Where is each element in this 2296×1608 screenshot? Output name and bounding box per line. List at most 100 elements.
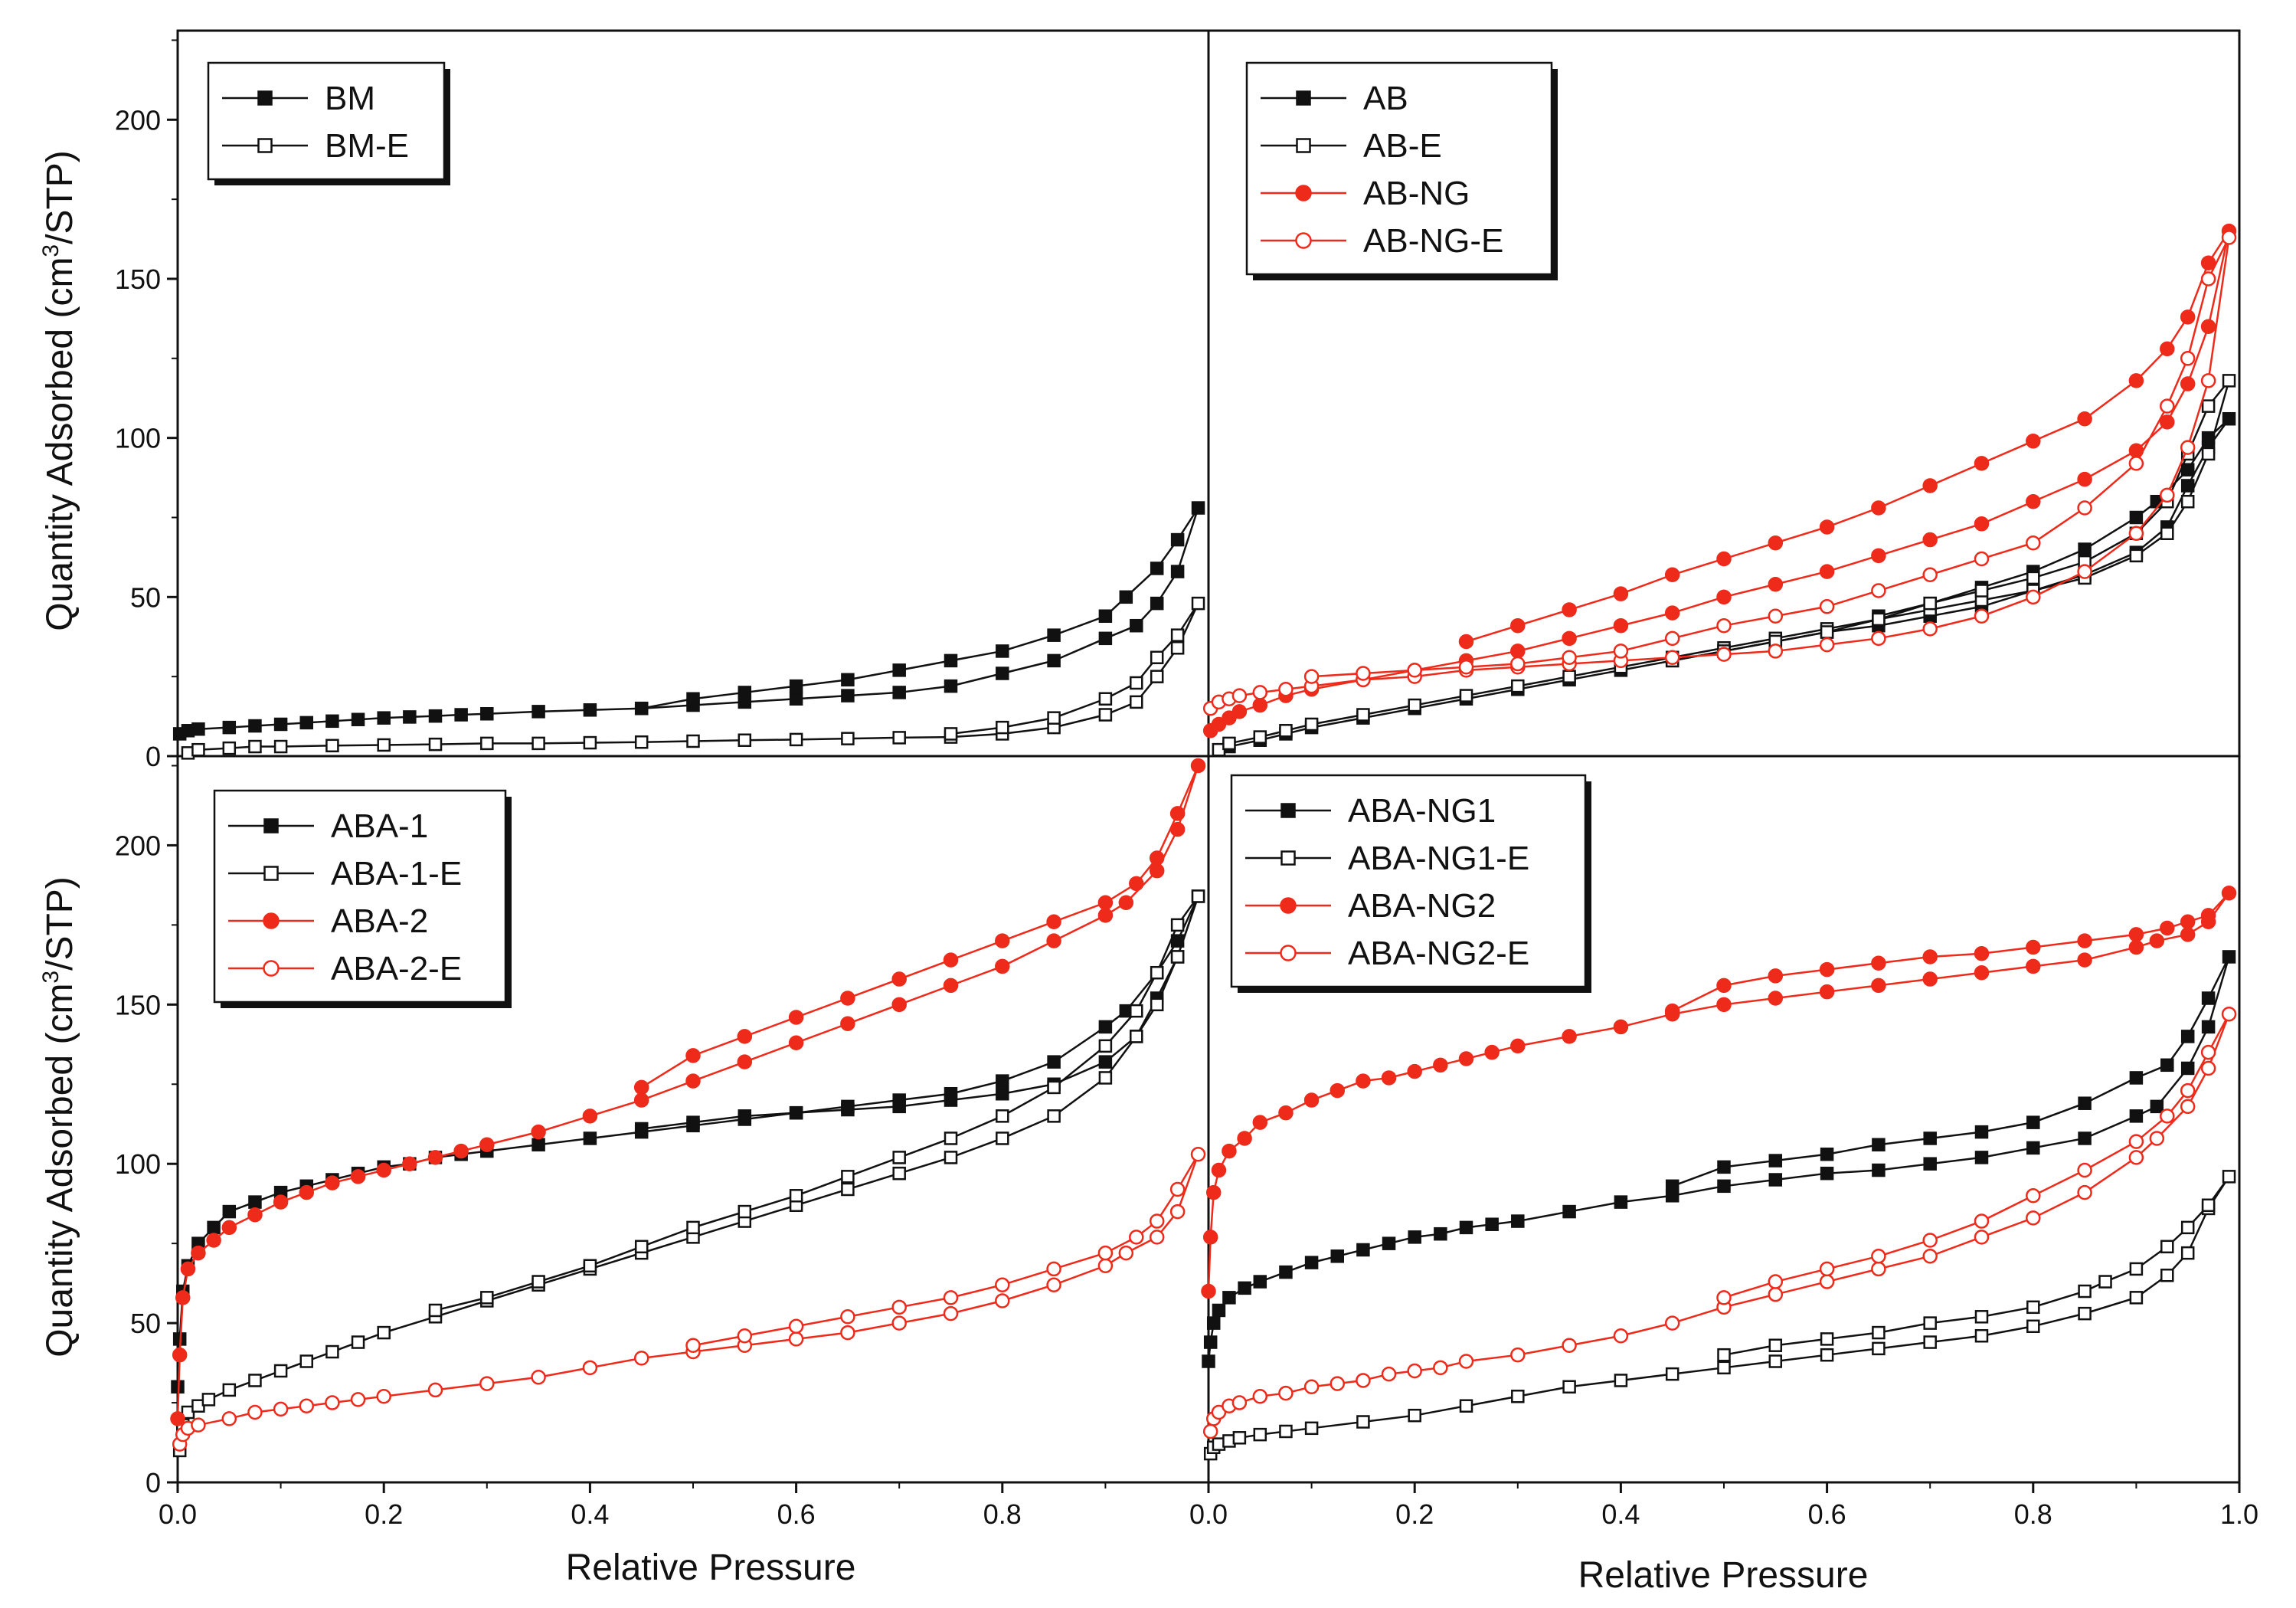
data-point (2201, 1198, 2216, 1213)
data-point (2128, 939, 2144, 955)
data-point (2180, 927, 2196, 942)
data-point (1922, 949, 1938, 964)
y-axis-title-top-main: Quantity Adsorbed (cm (40, 257, 80, 631)
data-point (582, 1360, 598, 1376)
data-point (1922, 567, 1938, 582)
y-tick-label: 100 (115, 1148, 161, 1180)
data-point (891, 997, 907, 1013)
data-point (428, 709, 443, 723)
data-point (840, 991, 855, 1006)
data-point (1330, 1376, 1345, 1391)
data-point (788, 1331, 804, 1347)
data-point (1562, 630, 1577, 647)
data-point (531, 736, 545, 751)
data-point (376, 1388, 391, 1404)
data-point (1510, 617, 1526, 634)
legend-marker (263, 912, 280, 929)
y-axis-title-top: Quantity Adsorbed (cm3/STP) (38, 150, 80, 631)
data-point (2149, 1131, 2165, 1146)
data-point (377, 1325, 391, 1340)
legend-label: AB-NG-E (1363, 222, 1503, 260)
x-tick-label: 0.2 (1395, 1498, 1434, 1530)
data-point (1304, 1421, 1319, 1436)
data-point (1097, 1258, 1114, 1274)
data-point (1433, 1360, 1448, 1376)
series-aba-1-e (172, 889, 1205, 1458)
data-point (1169, 1204, 1186, 1220)
data-point (1716, 551, 1732, 567)
data-point (1278, 1105, 1294, 1121)
data-point (1150, 562, 1164, 575)
data-point (325, 1344, 339, 1359)
data-point (480, 1291, 494, 1305)
x-tick-label: 0.0 (1189, 1498, 1228, 1530)
data-point (1458, 659, 1474, 675)
data-point (1510, 644, 1526, 659)
legend-top-right: AB AB-E AB-NG AB-NG-E (1245, 61, 1558, 280)
data-point (1278, 682, 1294, 697)
data-point (1304, 717, 1319, 732)
series-layer (170, 223, 2237, 1461)
data-point (995, 958, 1010, 974)
data-point (1819, 1274, 1835, 1289)
data-point (1768, 535, 1784, 551)
data-point (247, 1404, 263, 1420)
data-point (1279, 1424, 1293, 1439)
data-point (1485, 1217, 1499, 1231)
data-point (788, 1035, 804, 1050)
data-point (892, 663, 906, 677)
data-point (1562, 1204, 1576, 1219)
data-point (1356, 1243, 1370, 1257)
data-point (1716, 978, 1732, 994)
y-axis-title-top-end: /STP) (40, 150, 80, 244)
data-point (2200, 319, 2216, 335)
legend-label: ABA-NG2 (1348, 887, 1496, 925)
data-point (2180, 479, 2195, 493)
legend-bottom-right: ABA-NG1 ABA-NG1-E ABA-NG2 ABA-NG2-E (1230, 774, 1591, 993)
data-point (1097, 908, 1114, 923)
data-point (1511, 679, 1525, 693)
series-ab-ng-e (1202, 230, 2237, 716)
data-point (1381, 1366, 1397, 1382)
data-point (480, 707, 494, 721)
data-point (2180, 440, 2196, 455)
data-point (685, 1338, 701, 1353)
y-tick-label: 50 (130, 1308, 161, 1339)
data-point (207, 1220, 221, 1235)
y-tick-label: 50 (130, 581, 161, 613)
data-point (1923, 1131, 1937, 1145)
data-point (1768, 1354, 1783, 1368)
data-point (996, 666, 1009, 680)
data-point (191, 722, 205, 736)
legend-label: ABA-NG1-E (1348, 840, 1529, 877)
data-point (1303, 1092, 1320, 1108)
data-point (1871, 1249, 1886, 1264)
x-tick-label: 0.4 (571, 1498, 609, 1530)
data-point (2077, 952, 2092, 968)
data-point (634, 1122, 649, 1136)
data-point (1768, 968, 1784, 984)
data-point (1974, 1310, 1989, 1324)
series-line (1209, 230, 2230, 732)
data-point (2200, 908, 2216, 923)
legend-label: ABA-2-E (331, 950, 462, 987)
data-point (2201, 1020, 2216, 1034)
data-point (995, 1293, 1010, 1308)
legend-marker (1296, 138, 1311, 153)
series-line (176, 765, 1199, 1419)
x-axis-title-right: Relative Pressure (1578, 1555, 1869, 1596)
data-point (1252, 1115, 1268, 1130)
data-point (1664, 1003, 1680, 1019)
data-point (944, 653, 958, 668)
data-point (1408, 1408, 1421, 1423)
series-line (176, 896, 1199, 1387)
x-tick-label: 0.0 (159, 1498, 197, 1530)
data-point (273, 1194, 289, 1210)
data-point (377, 711, 391, 725)
data-point (1407, 663, 1422, 678)
y-tick-label: 0 (146, 1467, 161, 1498)
data-point (191, 1245, 206, 1261)
data-point (479, 1376, 495, 1391)
y-tick-label: 0 (146, 741, 161, 772)
data-point (2077, 564, 2092, 579)
